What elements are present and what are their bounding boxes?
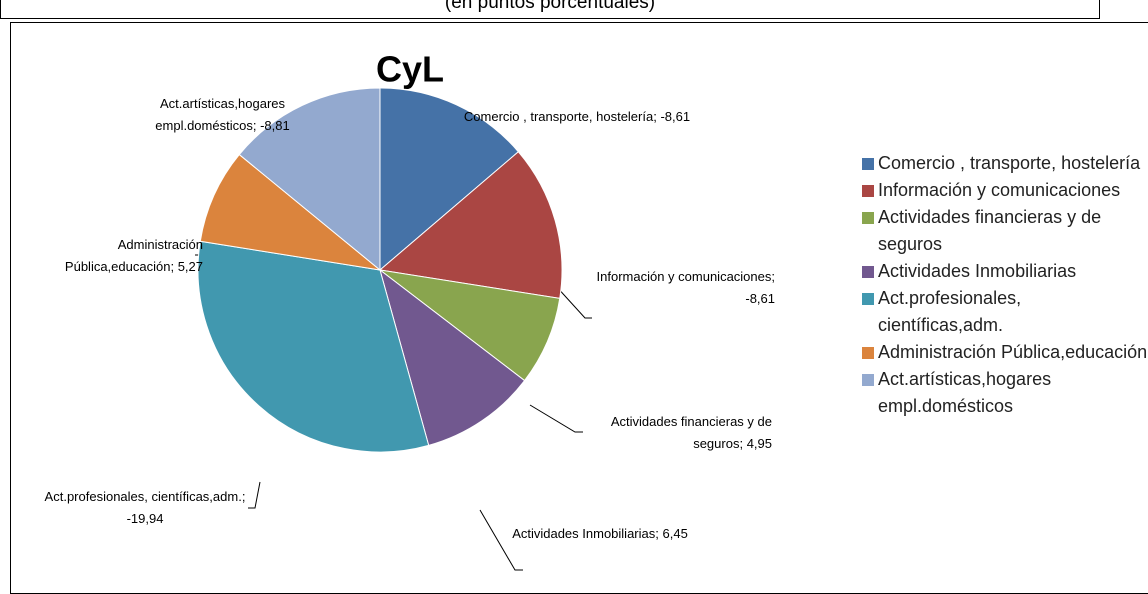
data-label: Comercio , transporte, hostelería-8,61	[462, 106, 692, 128]
legend-label: Act.profesionales, científicas,adm.	[878, 288, 1022, 335]
data-label: Información y comunicaciones-8,61	[585, 266, 775, 310]
data-label-value: -8,61	[653, 109, 690, 124]
pie-slice	[199, 153, 382, 271]
leader-line	[479, 509, 523, 571]
pie-slice	[379, 268, 526, 446]
data-label-category: Información y comunicaciones	[596, 269, 772, 284]
pie-slice	[379, 269, 561, 382]
header: (en puntos porcentuales)	[0, 0, 1100, 19]
legend-item: Actividades financieras y de seguros	[858, 204, 1148, 258]
legend-swatch	[862, 212, 874, 224]
data-label-category: Administración Pública,educación	[64, 237, 203, 274]
leader-line	[554, 284, 592, 319]
legend-swatch	[862, 158, 874, 170]
data-label-value: 6,45	[655, 526, 688, 541]
legend-label: Actividades Inmobiliarias	[878, 261, 1077, 281]
pie-slice	[378, 151, 563, 299]
legend-label: Información y comunicaciones	[878, 180, 1121, 200]
legend-label: Comercio , transporte, hostelería	[878, 153, 1141, 173]
data-label-value: -8,81	[253, 118, 290, 133]
data-label: Act.artísticas,hogares empl.domésticos-8…	[140, 93, 305, 137]
data-label-value: 4,95	[739, 436, 772, 451]
legend-swatch	[862, 293, 874, 305]
legend-item: Act.profesionales, científicas,adm.	[858, 285, 1148, 339]
legend-label: Administración Pública,educación	[878, 342, 1148, 362]
data-label: Actividades financieras y de seguros4,95	[580, 411, 772, 455]
legend-item: Act.artísticas,hogares empl.domésticos	[858, 366, 1148, 420]
data-label: Administración Pública,educación5,27	[25, 234, 203, 278]
data-label-category: Comercio , transporte, hostelería	[463, 109, 654, 124]
legend: Comercio , transporte, hostelería Informa…	[858, 150, 1148, 420]
pie-slice	[379, 87, 520, 272]
chart-title: CyL	[376, 49, 444, 90]
data-label-category: Actividades Inmobiliarias	[512, 526, 656, 541]
leader-line	[529, 404, 583, 433]
legend-label: Actividades financieras y de seguros	[878, 207, 1102, 254]
data-label-value: 5,27	[170, 259, 203, 274]
data-label: Act.profesionales, científicas,adm.-19,9…	[40, 486, 250, 530]
legend-item: Administración Pública,educación	[858, 339, 1148, 366]
legend-swatch	[862, 347, 874, 359]
data-label: Actividades Inmobiliarias6,45	[505, 523, 695, 545]
legend-swatch	[862, 266, 874, 278]
leader-line	[248, 481, 261, 509]
data-label-category: Act.profesionales, científicas,adm.	[44, 489, 242, 504]
pie-slice	[197, 240, 430, 453]
pie-slice	[238, 87, 381, 272]
legend-item: Información y comunicaciones	[858, 177, 1148, 204]
chart: CyL	[195, 49, 592, 571]
legend-item: Actividades Inmobiliarias	[858, 258, 1148, 285]
legend-swatch	[862, 185, 874, 197]
legend-swatch	[862, 374, 874, 386]
data-label-category: Actividades financieras y de seguros	[610, 414, 772, 451]
legend-item: Comercio , transporte, hostelería	[858, 150, 1148, 177]
data-label-category: Act.artísticas,hogares empl.domésticos	[155, 96, 285, 133]
legend-label: Act.artísticas,hogares empl.domésticos	[878, 369, 1052, 416]
